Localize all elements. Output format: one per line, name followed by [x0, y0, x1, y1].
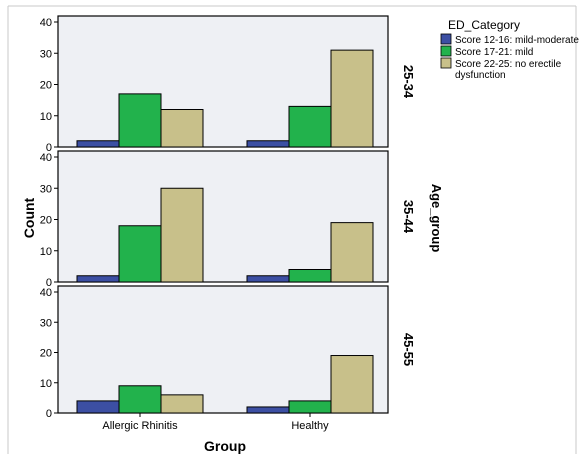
bar-2-healthy	[288, 269, 332, 283]
y-tick-label: 40	[40, 17, 52, 29]
panel-2: 0 10 20 30 40 35-44	[40, 150, 416, 289]
y-tick-label: 20	[40, 80, 52, 92]
bar-1-allergic-rhinitis	[76, 400, 120, 414]
y-tick-label: 30	[40, 317, 52, 329]
bar-2-healthy	[288, 105, 332, 148]
bar-3-allergic-rhinitis	[160, 187, 204, 283]
x-tick-label: Allergic Rhinitis	[102, 420, 178, 432]
y-tick-label: 20	[40, 348, 52, 360]
y-tick-label: 0	[46, 277, 52, 289]
bar-2-healthy	[288, 400, 332, 414]
bar-3-allergic-rhinitis	[160, 394, 204, 414]
bar-3-healthy	[330, 49, 374, 148]
bar-1-healthy	[246, 140, 290, 148]
legend-swatch	[440, 33, 452, 45]
bar-3-healthy	[330, 355, 374, 414]
legend-label: Score 12-16: mild-moderate	[455, 35, 579, 46]
legend: ED_Category Score 12-16: mild-moderateSc…	[440, 18, 579, 81]
x-tick-label: Healthy	[291, 420, 329, 432]
facet-label: 35-44	[401, 200, 416, 234]
legend-swatch	[440, 45, 452, 57]
y-tick-label: 30	[40, 48, 52, 60]
legend-label: Score 17-21: mild	[455, 47, 533, 58]
y-tick-label: 40	[40, 287, 52, 299]
bar-2-allergic-rhinitis	[118, 385, 162, 414]
legend-swatch	[440, 57, 452, 69]
bar-2-allergic-rhinitis	[118, 93, 162, 148]
y-tick-label: 10	[40, 378, 52, 390]
y-axis-label: Count	[21, 197, 37, 238]
bar-1-healthy	[246, 406, 290, 414]
facet-label: 45-55	[401, 333, 416, 366]
facet-label: 25-34	[401, 65, 416, 99]
bar-3-allergic-rhinitis	[160, 109, 204, 148]
y-tick-label: 40	[40, 152, 52, 164]
legend-label: Score 22-25: no erectile	[455, 59, 562, 70]
facet-axis-label: Age_group	[429, 184, 444, 253]
legend-title: ED_Category	[448, 18, 520, 32]
panel-3: 0 10 20 30 40 45-55	[40, 285, 416, 420]
y-tick-label: 10	[40, 246, 52, 258]
bar-2-allergic-rhinitis	[118, 225, 162, 283]
bar-1-allergic-rhinitis	[76, 140, 120, 148]
bar-1-healthy	[246, 275, 290, 283]
bar-3-healthy	[330, 222, 374, 283]
y-tick-label: 0	[46, 142, 52, 154]
legend-label: dysfunction	[455, 70, 506, 81]
y-tick-label: 0	[46, 408, 52, 420]
x-axis-label: Group	[204, 438, 246, 454]
panel-1: 0 10 20 30 40 25-34	[40, 15, 416, 154]
y-tick-label: 10	[40, 111, 52, 123]
bar-1-allergic-rhinitis	[76, 275, 120, 283]
y-tick-label: 20	[40, 215, 52, 227]
y-tick-label: 30	[40, 183, 52, 195]
